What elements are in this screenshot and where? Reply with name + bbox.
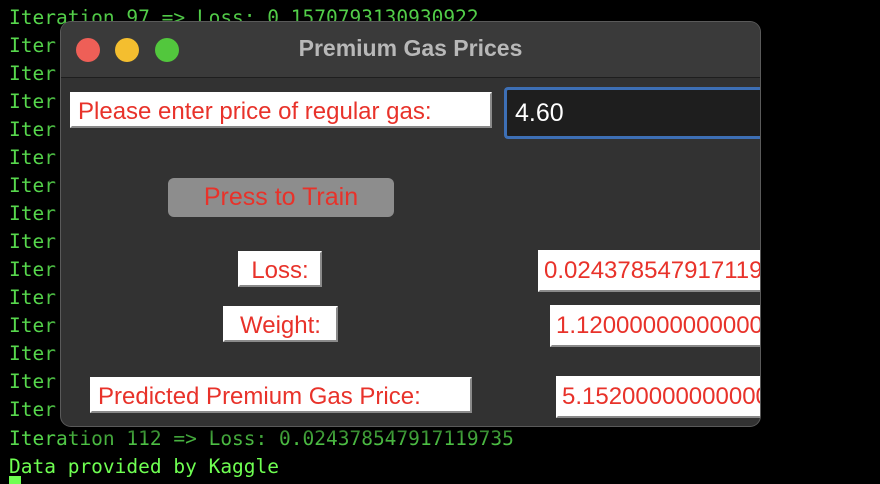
regular-gas-input[interactable] [504,87,760,139]
weight-label: Weight: [223,306,338,342]
loss-value: 0.024378547917119735 [538,250,760,292]
terminal-line: Iter [9,90,56,113]
terminal-line: Iter [9,258,56,281]
terminal-line: Iter [9,230,56,253]
terminal-line: Iter [9,146,56,169]
loss-label: Loss: [238,251,322,287]
train-button[interactable]: Press to Train [168,178,394,217]
terminal-line: Iter [9,314,56,337]
terminal-line: Iter [9,370,56,393]
window-title: Premium Gas Prices [298,35,523,61]
terminal-line: Iter [9,342,56,365]
predicted-price-value: 5.1520000000000001 [556,376,760,418]
terminal-line-credit: Data provided by Kaggle [9,455,280,478]
terminal-line: Iter [9,62,56,85]
maximize-window-icon[interactable] [155,38,179,62]
terminal-line-last-iteration: Iteration 112 => Loss: 0.024378547917119… [9,427,514,450]
terminal-line: Iter [9,398,56,421]
terminal-line: Iter [9,34,56,57]
terminal-line: Iter [9,202,56,225]
title-bar[interactable]: Premium Gas Prices [61,22,760,78]
terminal-line: Iter [9,286,56,309]
weight-value: 1.1200000000000001 [550,305,760,347]
regular-gas-label: Please enter price of regular gas: [70,92,492,128]
predicted-price-label: Predicted Premium Gas Price: [90,377,472,413]
terminal-line: Iter [9,174,56,197]
terminal-line: Iter [9,118,56,141]
minimize-window-icon[interactable] [115,38,139,62]
close-window-icon[interactable] [76,38,100,62]
app-window: Premium Gas Prices Please enter price of… [61,22,760,426]
terminal-cursor [9,476,21,484]
